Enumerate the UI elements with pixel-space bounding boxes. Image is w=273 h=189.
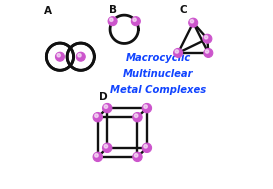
Circle shape [204, 36, 208, 39]
Circle shape [133, 152, 142, 162]
Text: A: A [44, 6, 52, 16]
Circle shape [204, 48, 213, 57]
Circle shape [93, 152, 102, 162]
Circle shape [103, 103, 112, 113]
Circle shape [205, 50, 209, 53]
Polygon shape [67, 43, 94, 70]
Circle shape [78, 53, 81, 57]
Circle shape [108, 17, 117, 26]
Circle shape [133, 112, 142, 122]
Circle shape [189, 18, 198, 27]
Circle shape [142, 143, 152, 153]
Circle shape [95, 154, 98, 157]
Circle shape [190, 19, 194, 23]
Circle shape [103, 143, 112, 153]
Circle shape [55, 52, 64, 61]
Circle shape [175, 50, 179, 53]
Circle shape [131, 17, 140, 26]
Text: Macrocyclic: Macrocyclic [126, 53, 191, 63]
Text: C: C [180, 5, 188, 15]
Circle shape [174, 48, 183, 57]
Circle shape [142, 103, 152, 113]
Circle shape [110, 18, 113, 21]
Polygon shape [110, 15, 138, 43]
Circle shape [133, 18, 136, 21]
Circle shape [95, 114, 98, 117]
Polygon shape [46, 43, 73, 70]
Text: Multinuclear: Multinuclear [123, 69, 194, 79]
Circle shape [93, 112, 102, 122]
Circle shape [144, 105, 147, 108]
Circle shape [104, 105, 108, 108]
Text: D: D [99, 92, 107, 102]
Circle shape [144, 145, 147, 148]
Circle shape [203, 34, 212, 43]
Circle shape [134, 114, 138, 117]
Circle shape [134, 154, 138, 157]
Text: Metal Complexes: Metal Complexes [110, 85, 206, 95]
Circle shape [104, 145, 108, 148]
Circle shape [57, 53, 60, 57]
Text: B: B [109, 5, 117, 15]
Circle shape [76, 52, 85, 61]
